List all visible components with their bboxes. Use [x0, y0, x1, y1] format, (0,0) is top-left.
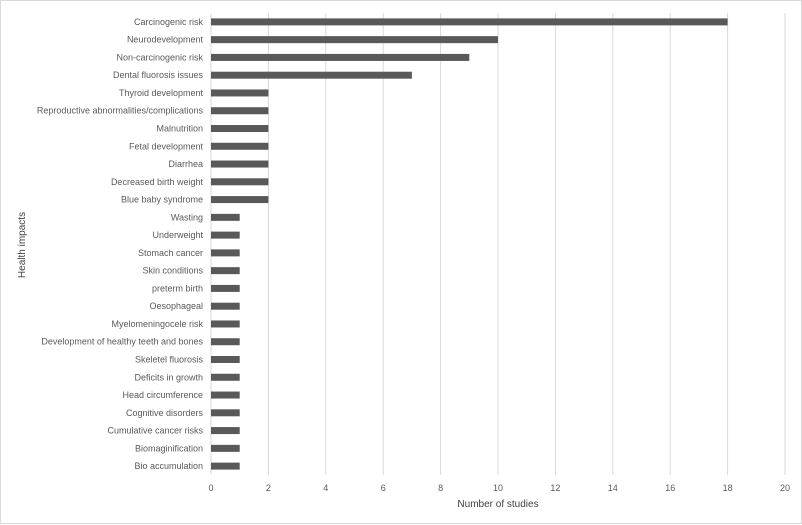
x-tick-label: 16 — [665, 483, 675, 493]
bar — [211, 125, 269, 132]
bar — [211, 160, 269, 168]
category-label: Skeletel fluorosis — [135, 355, 204, 365]
bar — [211, 231, 240, 239]
bar — [211, 444, 240, 452]
gridlines — [210, 13, 786, 475]
bar — [211, 409, 240, 417]
category-label: Cumulative cancer risks — [107, 426, 203, 436]
x-tick-label: 20 — [780, 483, 790, 493]
bar — [211, 267, 240, 275]
x-tick-label: 10 — [493, 483, 503, 493]
category-labels: Carcinogenic risk Neurodevelopment Non-car… — [37, 17, 204, 471]
category-label: Head circumference — [122, 390, 203, 400]
category-label: preterm birth — [152, 283, 203, 293]
bar — [211, 89, 269, 97]
category-label: Blue baby syndrome — [121, 195, 203, 205]
bar — [211, 196, 269, 204]
bar — [211, 249, 240, 257]
category-label: Dental fluorosis issues — [113, 70, 204, 80]
category-label: Oesophageal — [149, 301, 203, 311]
x-tick-label: 0 — [208, 483, 213, 493]
bar — [211, 213, 240, 221]
x-tick-label: 8 — [438, 483, 443, 493]
x-tick-label: 6 — [381, 483, 386, 493]
x-tick-label: 4 — [323, 483, 328, 493]
category-label: Skin conditions — [142, 266, 203, 276]
category-label: Wasting — [171, 212, 203, 222]
bar — [211, 107, 269, 115]
bar — [211, 178, 269, 186]
x-tick-label: 12 — [550, 483, 560, 493]
bar — [211, 18, 728, 26]
x-tick-label: 2 — [266, 483, 271, 493]
category-label: Bio accumulation — [134, 461, 203, 471]
tick-labels: 0 2 4 6 8 10 12 14 16 18 20 — [208, 483, 790, 493]
bar — [211, 53, 470, 61]
category-label: Neurodevelopment — [127, 35, 204, 45]
category-label: Development of healthy teeth and bones — [41, 337, 203, 347]
category-label: Deficits in growth — [134, 372, 203, 382]
bar — [211, 284, 240, 292]
x-tick-label: 18 — [723, 483, 733, 493]
category-label: Thyroid development — [119, 88, 204, 98]
bar — [211, 356, 240, 363]
category-label: Myelomeningocele risk — [111, 319, 203, 329]
category-label: Diarrhea — [168, 159, 203, 169]
bar — [211, 71, 412, 79]
bar — [211, 320, 240, 328]
bar — [211, 391, 240, 399]
category-label: Stomach cancer — [138, 248, 203, 258]
bar — [211, 427, 240, 435]
category-label: Carcinogenic risk — [134, 17, 204, 27]
x-axis-title: Number of studies — [457, 499, 538, 510]
x-tick-label: 14 — [608, 483, 618, 493]
category-label: Cognitive disorders — [126, 408, 204, 418]
category-label: Reproductive abnormalities/complications — [37, 106, 204, 116]
bar — [211, 142, 269, 150]
bar — [211, 36, 498, 44]
bar — [211, 338, 240, 346]
category-label: Malnutrition — [156, 124, 203, 134]
bar — [211, 462, 240, 470]
category-label: Underweight — [152, 230, 203, 240]
category-label: Non-carcinogenic risk — [116, 52, 203, 62]
category-label: Biomaginification — [135, 443, 203, 453]
bar — [211, 373, 240, 381]
bars — [211, 18, 728, 470]
category-label: Fetal development — [129, 141, 204, 151]
y-axis-title: Health impacts — [17, 212, 28, 278]
bar — [211, 302, 240, 310]
category-label: Decreased birth weight — [111, 177, 204, 187]
